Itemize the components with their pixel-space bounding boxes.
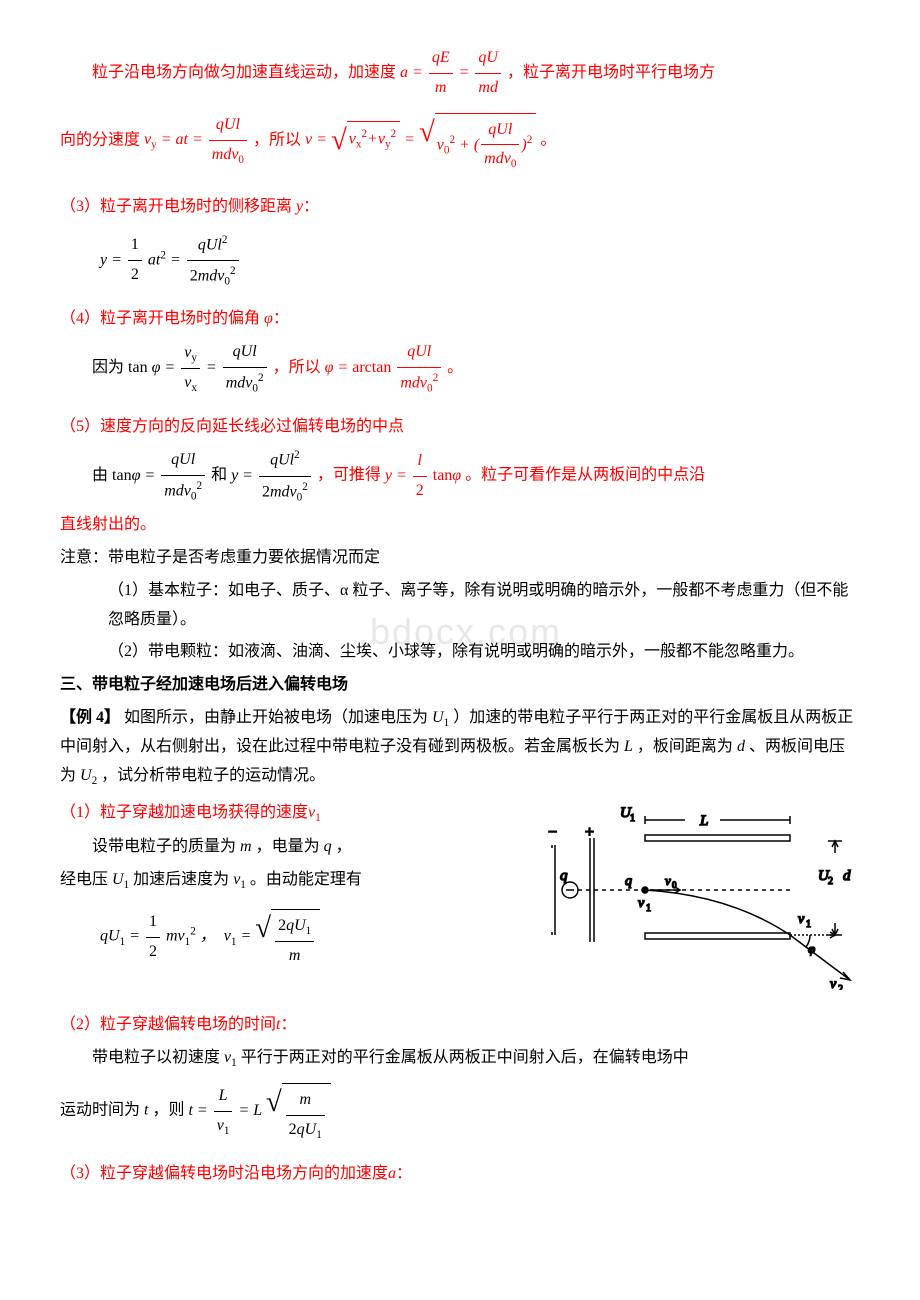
p2-v1: v1: [224, 1049, 237, 1066]
intro-formula-vy: vy = at = qUlmdv0: [144, 131, 249, 148]
ex4-d: d: [737, 738, 745, 755]
sec4-end: 。: [447, 359, 463, 376]
p1-u1b: U1: [112, 871, 129, 888]
sec5-f2: y = qUl22mdv02: [231, 467, 313, 484]
svg-text:2: 2: [828, 876, 833, 887]
p3-var: a: [388, 1165, 396, 1182]
intro-text-2b: ，所以: [253, 131, 301, 148]
sec3-formula: y = 12 at2 = qUl22mdv02: [60, 230, 860, 292]
p2-t3: 运动时间为: [60, 1102, 140, 1119]
sec4-formula-phi: φ = arctan qUlmdv02: [325, 359, 444, 376]
p1-label: （1）粒子穿越加速电场获得的速度: [60, 804, 308, 821]
p2-t2: 平行于两正对的平行金属板从两板正中间射入后，在偏转电场中: [241, 1049, 689, 1066]
intro-text-1b: ，粒子离开电场时平行电场方: [507, 64, 715, 81]
ex4-L: L: [624, 738, 633, 755]
svg-text:v: v: [638, 896, 645, 911]
sec3-colon: ：: [303, 198, 319, 215]
figure: − + U 1 L U 2 d: [530, 795, 860, 1001]
sec4-title: （4）粒子离开电场时的偏角 φ：: [60, 305, 860, 334]
sec5-title: （5）速度方向的反向延长线必过偏转电场的中点: [60, 413, 860, 442]
sec5-tail: 。粒子可看作是从两板间的中点沿: [465, 467, 705, 484]
sec5-and: 和: [211, 467, 231, 484]
sec4-line: 因为 tan φ = vyvx = qUlmdv02 ，所以 φ = arcta…: [60, 338, 860, 398]
intro-text-2a: 向的分速度: [60, 131, 140, 148]
p2-formula: t = Lv1 = L √m2qU1: [188, 1102, 330, 1119]
svg-text:L: L: [699, 813, 708, 829]
p1-var: v1: [308, 804, 321, 821]
ex4-t1: 如图所示，由静止开始被电场（加速电压为: [124, 709, 428, 726]
p2-l1: 带电粒子以初速度 v1 平行于两正对的平行金属板从两板正中间射入后，在偏转电场中: [60, 1044, 860, 1073]
svg-text:+: +: [585, 824, 594, 841]
intro-formula-v: v = √vx2+vy2 = √v02 + (qUlmdv0)2: [305, 131, 536, 148]
note-l0: 注意：带电粒子是否考虑重力要依据情况而定: [60, 544, 860, 573]
svg-text:φ: φ: [808, 941, 815, 956]
sec5-f3: y = l2 tanφ: [385, 467, 461, 484]
p2-l2: 运动时间为 t ，则 t = Lv1 = L √m2qU1: [60, 1077, 860, 1145]
intro-line2: 向的分速度 vy = at = qUlmdv0 ，所以 v = √vx2+vy2…: [60, 107, 860, 175]
sec5-deduce: ，可推得: [317, 467, 385, 484]
svg-text:1: 1: [806, 919, 811, 930]
p3-label: （3）粒子穿越偏转电场时沿电场方向的加速度: [60, 1165, 388, 1182]
p1-t3: ，: [336, 838, 352, 855]
p2-label: （2）粒子穿越偏转电场的时间: [60, 1016, 276, 1033]
note-l2: （2）带电颗粒：如液滴、油滴、尘埃、小球等，除有说明或明确的暗示外，一般都不能忽…: [60, 638, 860, 667]
sec4-colon: ：: [273, 310, 289, 327]
ex4-t3: ，板间距离为: [637, 738, 733, 755]
svg-text:q: q: [625, 874, 632, 889]
intro-formula-a: a = qEm = qUmd: [400, 64, 503, 81]
svg-text:−: −: [548, 824, 557, 841]
sec5-line2: 直线射出的。: [60, 511, 860, 540]
svg-text:d: d: [843, 868, 851, 884]
svg-text:q: q: [560, 868, 568, 884]
p1-title: （1）粒子穿越加速电场获得的速度v1: [60, 799, 530, 828]
svg-text:1: 1: [630, 813, 635, 824]
example4: 【例 4】 如图所示，由静止开始被电场（加速电压为 U1 ）加速的带电粒子平行于…: [60, 704, 860, 791]
sec4-formula-tan: tan φ = vyvx = qUlmdv02: [128, 359, 269, 376]
svg-text:v: v: [665, 873, 671, 888]
sec5-f1: tanφ = qUlmdv02: [112, 467, 207, 484]
svg-text:0: 0: [672, 880, 677, 890]
sec5-line1: 由 tanφ = qUlmdv02 和 y = qUl22mdv02 ，可推得 …: [60, 445, 860, 507]
p2-title: （2）粒子穿越偏转电场的时间t：: [60, 1011, 860, 1040]
sec3-title: （3）粒子离开电场时的侧移距离 y：: [60, 193, 860, 222]
intro-text-1: 粒子沿电场方向做匀加速直线运动，加速度: [60, 64, 396, 81]
p2-t: t: [144, 1102, 148, 1119]
p1-l2: 经电压 U1 加速后速度为 v1 。由动能定理有: [60, 866, 530, 895]
svg-text:1: 1: [646, 903, 651, 914]
p1-row: （1）粒子穿越加速电场获得的速度v1 设带电粒子的质量为 m ，电量为 q ， …: [60, 795, 860, 1001]
ex4-u2: U2: [80, 767, 97, 784]
sec3-label: （3）粒子离开电场时的侧移距离: [60, 198, 296, 215]
note-l1: （1）基本粒子：如电子、质子、α 粒子、离子等，除有说明或明确的暗示外，一般都不…: [60, 577, 860, 635]
p1-q: q: [324, 838, 332, 855]
p2-t4: ，则: [152, 1102, 184, 1119]
intro-line1: 粒子沿电场方向做匀加速直线运动，加速度 a = qEm = qUmd ，粒子离开…: [60, 44, 860, 103]
p1-t4: 经电压: [60, 871, 108, 888]
p1-l1: 设带电粒子的质量为 m ，电量为 q ，: [60, 833, 530, 862]
p2-colon: ：: [280, 1016, 296, 1033]
p1-t5: 加速后速度为: [133, 871, 229, 888]
p2-t1: 带电粒子以初速度: [60, 1049, 220, 1066]
p1-t6: 。由动能定理有: [250, 871, 362, 888]
ex4-t5: ，试分析带电粒子的运动情况。: [101, 767, 325, 784]
p1-formula: qU1 = 12 mv12 ， v1 = √2qU1m: [60, 903, 530, 971]
p3-colon: ：: [396, 1165, 412, 1182]
sec5-by: 由: [60, 467, 108, 484]
p1-t1: 设带电粒子的质量为: [60, 838, 236, 855]
ex4-u1: U1: [432, 709, 449, 726]
intro-text-2c: 。: [540, 131, 556, 148]
sec4-var: φ: [264, 310, 273, 327]
svg-text:2: 2: [838, 984, 843, 990]
p1-t2: ，电量为: [256, 838, 320, 855]
ex4-label: 【例 4】: [60, 709, 120, 726]
p3-title: （3）粒子穿越偏转电场时沿电场方向的加速度a：: [60, 1160, 860, 1189]
p1-v1b: v1: [233, 871, 246, 888]
svg-text:v: v: [798, 912, 805, 927]
p1-m: m: [240, 838, 252, 855]
part3-heading: 三、带电粒子经加速电场后进入偏转电场: [60, 671, 860, 700]
sec4-so: ，所以: [273, 359, 321, 376]
svg-text:v: v: [830, 977, 837, 990]
sec4-because: 因为: [60, 359, 124, 376]
deflection-diagram: − + U 1 L U 2 d: [530, 795, 860, 990]
sec4-label: （4）粒子离开电场时的偏角: [60, 310, 264, 327]
